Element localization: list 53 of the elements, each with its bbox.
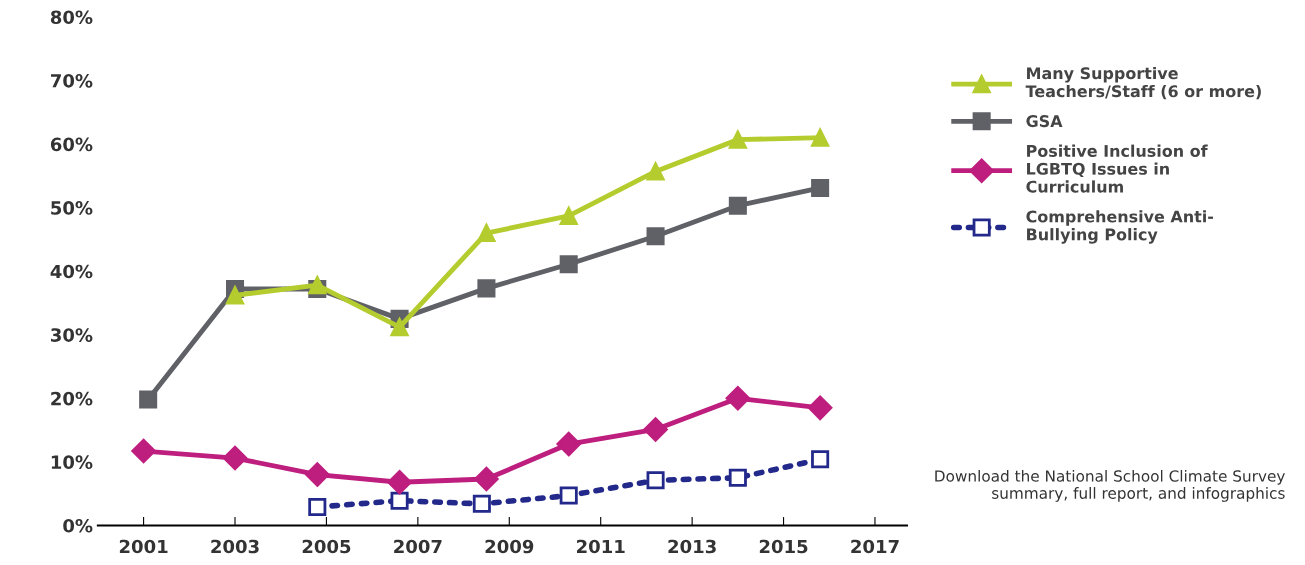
point	[811, 178, 830, 197]
point	[390, 318, 409, 337]
point	[390, 491, 409, 510]
y-tick-label: 60%	[50, 137, 93, 152]
x-tick-label: 2007	[394, 539, 442, 554]
y-tick-label: 0%	[63, 518, 93, 533]
y-tick-label: 50%	[51, 201, 93, 215]
text: Download the National School Climate Survey summary, full report, and infographics	[935, 469, 1285, 502]
legend-label: Comprehensive Anti- Bullying Policy	[1026, 210, 1214, 244]
point	[308, 276, 327, 295]
y-tick-label: 30%	[51, 328, 93, 342]
x-tick-label: 2009	[485, 539, 534, 554]
x-tick-label: 2011	[577, 539, 625, 554]
y-tick-label: 80%	[50, 10, 93, 25]
point	[472, 494, 491, 513]
point	[728, 196, 747, 215]
y-tick-label: 40%	[50, 264, 93, 279]
x-tick-label: 2005	[302, 539, 351, 554]
legend-label: GSA	[1026, 115, 1063, 128]
x-tick-label: 2017	[851, 539, 899, 554]
point	[811, 450, 830, 469]
point	[807, 395, 833, 421]
point	[811, 128, 830, 147]
point	[225, 286, 245, 305]
x-tick-label: 2003	[211, 539, 259, 554]
point	[646, 471, 665, 490]
legend-label: Many Supportive Teachers/Staff (6 or more)	[1025, 66, 1261, 100]
point	[728, 130, 747, 149]
x-tick-label: 2001	[119, 539, 168, 554]
point	[559, 206, 578, 225]
point	[728, 468, 747, 487]
legend-label: Positive Inclusion of LGBTQ Issues in Curriculum	[1026, 144, 1208, 193]
point	[477, 224, 496, 243]
point	[477, 279, 496, 298]
y-tick-label: 20%	[51, 391, 93, 406]
point	[305, 462, 330, 487]
point	[139, 390, 158, 409]
point	[646, 227, 665, 246]
point	[556, 431, 581, 457]
y-tick-label: 10%	[51, 455, 93, 469]
point	[643, 417, 668, 442]
point	[387, 470, 412, 495]
point	[308, 497, 327, 517]
point	[725, 386, 751, 411]
y-tick-label: 70%	[51, 73, 93, 88]
point	[646, 162, 665, 181]
x-tick-label: 2015	[759, 539, 808, 554]
point	[222, 445, 248, 471]
x-tick-label: 2013	[668, 539, 716, 554]
point	[559, 486, 578, 505]
point	[474, 466, 499, 492]
point	[559, 255, 578, 274]
point	[131, 438, 156, 464]
